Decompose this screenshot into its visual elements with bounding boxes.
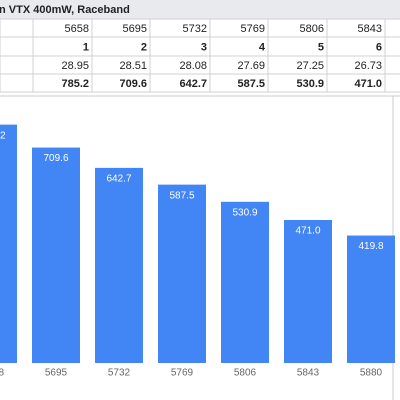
x-tick-label: 5843 — [297, 368, 320, 379]
cell: 5 — [318, 41, 324, 53]
x-tick-label: 5732 — [108, 368, 131, 379]
data-label: 587.5 — [169, 190, 194, 201]
cell: 27.25 — [296, 60, 324, 72]
title-row — [0, 0, 400, 19]
cell: 709.6 — [119, 78, 147, 90]
data-label: 530.9 — [232, 207, 257, 218]
cell: 1 — [83, 41, 89, 53]
bar — [284, 220, 332, 363]
bar — [158, 184, 206, 363]
cell: 28.95 — [61, 60, 89, 72]
bar — [32, 147, 80, 363]
data-label: 471.0 — [295, 226, 320, 237]
data-label: 642.7 — [106, 174, 131, 185]
x-tick-label: 5658 — [0, 368, 5, 379]
cell: 5732 — [183, 23, 207, 35]
bar — [0, 124, 17, 363]
cell: 5658 — [65, 23, 89, 35]
cell: 28.08 — [179, 60, 207, 72]
data-label: 709.6 — [43, 153, 68, 164]
table: 5658 5695 5732 5769 5806 5843 1 2 3 4 5 6 28.95 28.51… — [0, 18, 400, 93]
bar — [221, 201, 269, 363]
cell: 4 — [259, 41, 266, 53]
cell: 5806 — [300, 23, 324, 35]
data-label: 785.2 — [0, 130, 6, 141]
cell: 5769 — [241, 23, 265, 35]
bar — [95, 167, 143, 363]
bar — [347, 235, 395, 363]
cell: 2 — [141, 41, 147, 53]
data-label: 419.8 — [358, 241, 383, 252]
cell: 26.73 — [354, 60, 382, 72]
x-tick-label: 5695 — [45, 368, 68, 379]
cell: 642.7 — [179, 78, 207, 90]
cell: 785.2 — [61, 78, 89, 90]
cell: 6 — [376, 41, 382, 53]
cell: 530.9 — [296, 78, 324, 90]
cell: 27.69 — [237, 60, 265, 72]
cell: 587.5 — [237, 78, 265, 90]
cell: 5843 — [358, 23, 382, 35]
cell: 5695 — [123, 23, 147, 35]
x-tick-label: 5806 — [234, 368, 257, 379]
cell: 471.0 — [354, 78, 382, 90]
x-tick-label: 5769 — [171, 368, 194, 379]
sheet-title: n VTX 400mW, Raceband — [0, 4, 130, 16]
cell: 28.51 — [119, 60, 147, 72]
chart: 785.2 5658 709.6 5695 642.7 5732 587.5 5769 530.… — [0, 124, 395, 379]
x-tick-label: 5880 — [360, 368, 383, 379]
cell: 3 — [201, 41, 207, 53]
